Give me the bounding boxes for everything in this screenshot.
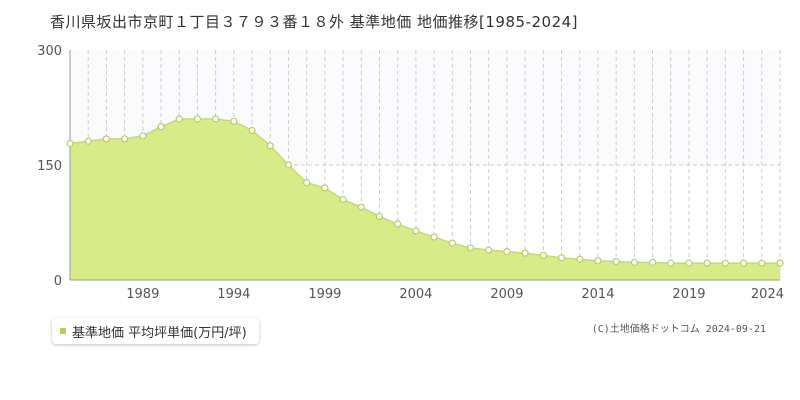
x-tick-label: 2019 bbox=[672, 287, 705, 302]
series-area bbox=[70, 119, 780, 280]
copyright-credit: (C)土地価格ドットコム 2024-09-21 bbox=[591, 324, 766, 335]
data-point bbox=[212, 115, 220, 123]
data-point bbox=[466, 244, 475, 252]
data-point bbox=[248, 126, 256, 135]
series-line bbox=[69, 118, 780, 264]
x-tick-label: 2014 bbox=[581, 287, 614, 302]
x-tick-label: 1999 bbox=[308, 287, 341, 302]
data-point bbox=[557, 254, 566, 262]
data-point bbox=[102, 135, 111, 143]
data-point bbox=[685, 259, 693, 267]
data-point bbox=[630, 258, 638, 266]
data-point bbox=[648, 258, 657, 266]
data-point bbox=[703, 259, 711, 267]
data-point bbox=[776, 259, 784, 267]
data-point bbox=[175, 115, 183, 123]
legend-marker bbox=[60, 328, 66, 334]
data-point bbox=[139, 132, 147, 140]
y-tick-label: 150 bbox=[37, 159, 62, 174]
data-point bbox=[394, 220, 402, 228]
data-point bbox=[594, 257, 602, 265]
x-tick-label: 1989 bbox=[126, 287, 159, 302]
data-point bbox=[230, 117, 238, 125]
chart-title: 香川県坂出市京町１丁目３７９３番１８外 基準地価 地価推移[1985-2024] bbox=[50, 13, 579, 31]
data-point bbox=[66, 139, 74, 148]
data-point bbox=[121, 135, 129, 143]
legend: 基準地価 平均坪単価(万円/坪) bbox=[52, 318, 259, 344]
x-tick-label: 1994 bbox=[217, 287, 250, 302]
data-point bbox=[375, 212, 384, 220]
data-point bbox=[430, 233, 438, 241]
data-point bbox=[339, 195, 347, 204]
legend-label: 基準地価 平均坪単価(万円/坪) bbox=[72, 325, 247, 341]
data-point bbox=[357, 203, 365, 211]
data-point bbox=[667, 259, 675, 267]
data-point bbox=[503, 248, 511, 256]
data-point bbox=[758, 259, 766, 267]
data-point bbox=[193, 115, 202, 123]
data-point bbox=[284, 161, 293, 169]
y-tick-label: 300 bbox=[37, 44, 62, 59]
data-point bbox=[539, 251, 547, 260]
x-tick-label: 2024 bbox=[751, 287, 784, 302]
data-point bbox=[521, 249, 529, 257]
data-point bbox=[412, 227, 420, 235]
x-tick-label: 2009 bbox=[490, 287, 523, 302]
y-tick-label: 0 bbox=[54, 274, 62, 289]
data-point bbox=[303, 179, 311, 187]
data-point bbox=[266, 142, 274, 150]
data-point bbox=[485, 246, 493, 254]
data-point bbox=[739, 259, 748, 267]
data-point bbox=[157, 123, 165, 131]
data-point bbox=[612, 258, 620, 266]
data-point bbox=[721, 259, 729, 267]
data-point bbox=[576, 255, 584, 263]
data-point bbox=[84, 137, 92, 145]
data-point bbox=[321, 184, 329, 192]
data-point bbox=[448, 239, 456, 247]
x-tick-label: 2004 bbox=[399, 287, 432, 302]
